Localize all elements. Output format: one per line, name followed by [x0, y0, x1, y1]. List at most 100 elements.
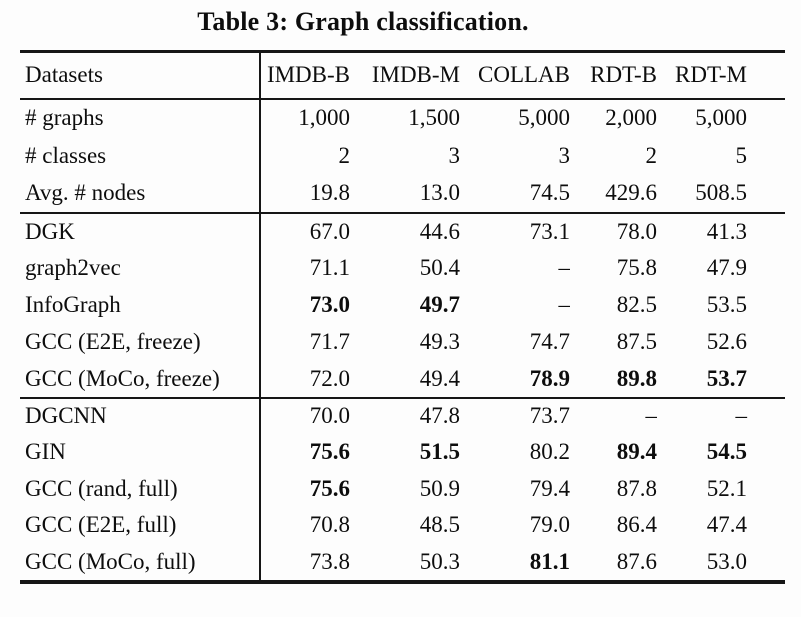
value-cell: 1,500 [408, 105, 460, 130]
value-cell: 49.7 [419, 292, 460, 317]
value-cell: 53.5 [706, 292, 747, 317]
value-cell: 3 [558, 142, 571, 168]
col-header-collab: COLLAB [460, 51, 570, 100]
row-label: DGK [25, 218, 75, 244]
table-row: GCC (MoCo, freeze) 72.0 49.4 78.9 89.8 5… [20, 360, 785, 399]
value-cell: 70.0 [259, 397, 350, 434]
row-label: GCC (E2E, freeze) [25, 329, 201, 354]
value-cell: 82.5 [616, 292, 657, 317]
value-cell: 75.8 [616, 255, 657, 280]
value-cell: 80.2 [529, 439, 570, 465]
row-label: GIN [25, 439, 66, 465]
value-cell: 47.8 [419, 403, 460, 429]
value-cell: 2 [645, 142, 658, 168]
table-row: # classes 2 3 3 2 5 [20, 136, 785, 175]
value-cell: 89.8 [570, 360, 657, 399]
table-row: Avg. # nodes 19.8 13.0 74.5 429.6 508.5 [20, 174, 785, 214]
table-caption: Table 3: Graph classification. [197, 7, 529, 36]
value-cell: 79.4 [529, 475, 570, 501]
row-label: GCC (MoCo, full) [25, 548, 196, 574]
value-cell: 50.9 [419, 475, 460, 501]
graph-classification-table: Datasets IMDB-B IMDB-M COLLAB RDT-B RDT-… [20, 50, 785, 580]
table-row: GCC (MoCo, full) 73.8 50.3 81.1 87.6 53.… [20, 543, 785, 580]
value-cell: – [645, 403, 658, 429]
table-row: GCC (E2E, full) 70.8 48.5 79.0 86.4 47.4 [20, 507, 785, 544]
value-cell: 2 [259, 136, 350, 175]
value-cell: 79.0 [529, 512, 570, 538]
value-cell: 508.5 [657, 174, 785, 214]
value-cell: 49.4 [350, 360, 460, 399]
value-cell: 78.9 [460, 360, 570, 399]
value-cell: 87.5 [616, 329, 657, 354]
value-cell: 44.6 [419, 218, 460, 244]
value-cell: 41.3 [706, 218, 747, 244]
value-cell: 1,000 [259, 98, 350, 137]
row-label: InfoGraph [25, 292, 121, 317]
value-cell: 86.4 [616, 512, 657, 538]
value-cell: 5,000 [695, 105, 747, 130]
table-row: GIN 75.6 51.5 80.2 89.4 54.5 [20, 434, 785, 471]
value-cell: 81.1 [529, 548, 570, 574]
value-cell: 67.0 [259, 212, 350, 250]
row-label: # classes [25, 142, 107, 168]
row-label: GCC (E2E, full) [25, 512, 177, 538]
value-cell: 53.0 [706, 548, 747, 574]
value-cell: 52.1 [706, 475, 747, 501]
value-cell: 89.4 [616, 439, 657, 465]
row-label: # graphs [25, 105, 104, 130]
table-row: GCC (rand, full) 75.6 50.9 79.4 87.8 52.… [20, 470, 785, 507]
value-cell: 49.3 [419, 329, 460, 354]
value-cell: 75.6 [259, 470, 350, 507]
header-row: Datasets IMDB-B IMDB-M COLLAB RDT-B RDT-… [20, 51, 785, 100]
col-header-imdb-m: IMDB-M [350, 51, 460, 100]
col-header-imdb-b: IMDB-B [259, 51, 350, 100]
value-cell: 71.7 [259, 323, 350, 361]
col-header-rdt-b: RDT-B [570, 51, 657, 100]
value-cell: 5,000 [518, 105, 570, 130]
row-label: GCC (MoCo, freeze) [20, 360, 260, 399]
value-cell: 70.8 [259, 507, 350, 544]
col-header-datasets: Datasets [20, 51, 260, 100]
table-row: GCC (E2E, freeze) 71.7 49.3 74.7 87.5 52… [20, 323, 785, 361]
value-cell: 73.0 [259, 286, 350, 324]
value-cell: – [558, 292, 571, 317]
value-cell: 50.4 [419, 255, 460, 280]
value-cell: 13.0 [350, 174, 460, 214]
value-cell: 429.6 [570, 174, 657, 214]
row-label: graph2vec [25, 255, 121, 280]
value-cell: 48.5 [419, 512, 460, 538]
value-cell: 74.5 [460, 174, 570, 214]
value-cell: 71.1 [259, 249, 350, 287]
table-row: InfoGraph 73.0 49.7 – 82.5 53.5 [20, 286, 785, 324]
section-full-methods: DGCNN 70.0 47.8 73.7 – – GIN 75.6 51.5 8… [20, 397, 785, 580]
section-dataset-statistics: # graphs 1,000 1,500 5,000 2,000 5,000 #… [20, 98, 785, 214]
value-cell: 2,000 [605, 105, 657, 130]
value-cell: 5 [735, 142, 748, 168]
table-bottom-rule [20, 580, 785, 584]
row-label: Avg. # nodes [20, 174, 260, 214]
value-cell: 3 [448, 142, 461, 168]
value-cell: 52.6 [706, 329, 747, 354]
section-frozen-methods: DGK 67.0 44.6 73.1 78.0 41.3 graph2vec 7… [20, 212, 785, 399]
table-row: DGCNN 70.0 47.8 73.7 – – [20, 397, 785, 434]
table-row: graph2vec 71.1 50.4 – 75.8 47.9 [20, 249, 785, 287]
value-cell: 47.9 [706, 255, 747, 280]
value-cell: 87.8 [616, 475, 657, 501]
value-cell: 73.8 [259, 543, 350, 580]
value-cell: 74.7 [529, 329, 570, 354]
value-cell: 75.6 [259, 434, 350, 471]
row-label: DGCNN [25, 403, 107, 429]
value-cell: 87.6 [616, 548, 657, 574]
value-cell: 50.3 [419, 548, 460, 574]
table-header: Datasets IMDB-B IMDB-M COLLAB RDT-B RDT-… [20, 51, 785, 100]
value-cell: 73.1 [529, 218, 570, 244]
value-cell: 73.7 [529, 403, 570, 429]
value-cell: 51.5 [419, 439, 460, 465]
value-cell: 47.4 [706, 512, 747, 538]
row-label: GCC (rand, full) [25, 475, 178, 501]
table-row: DGK 67.0 44.6 73.1 78.0 41.3 [20, 212, 785, 250]
value-cell: 78.0 [616, 218, 657, 244]
value-cell: 53.7 [657, 360, 785, 399]
value-cell: 19.8 [259, 174, 350, 214]
value-cell: – [558, 255, 571, 280]
